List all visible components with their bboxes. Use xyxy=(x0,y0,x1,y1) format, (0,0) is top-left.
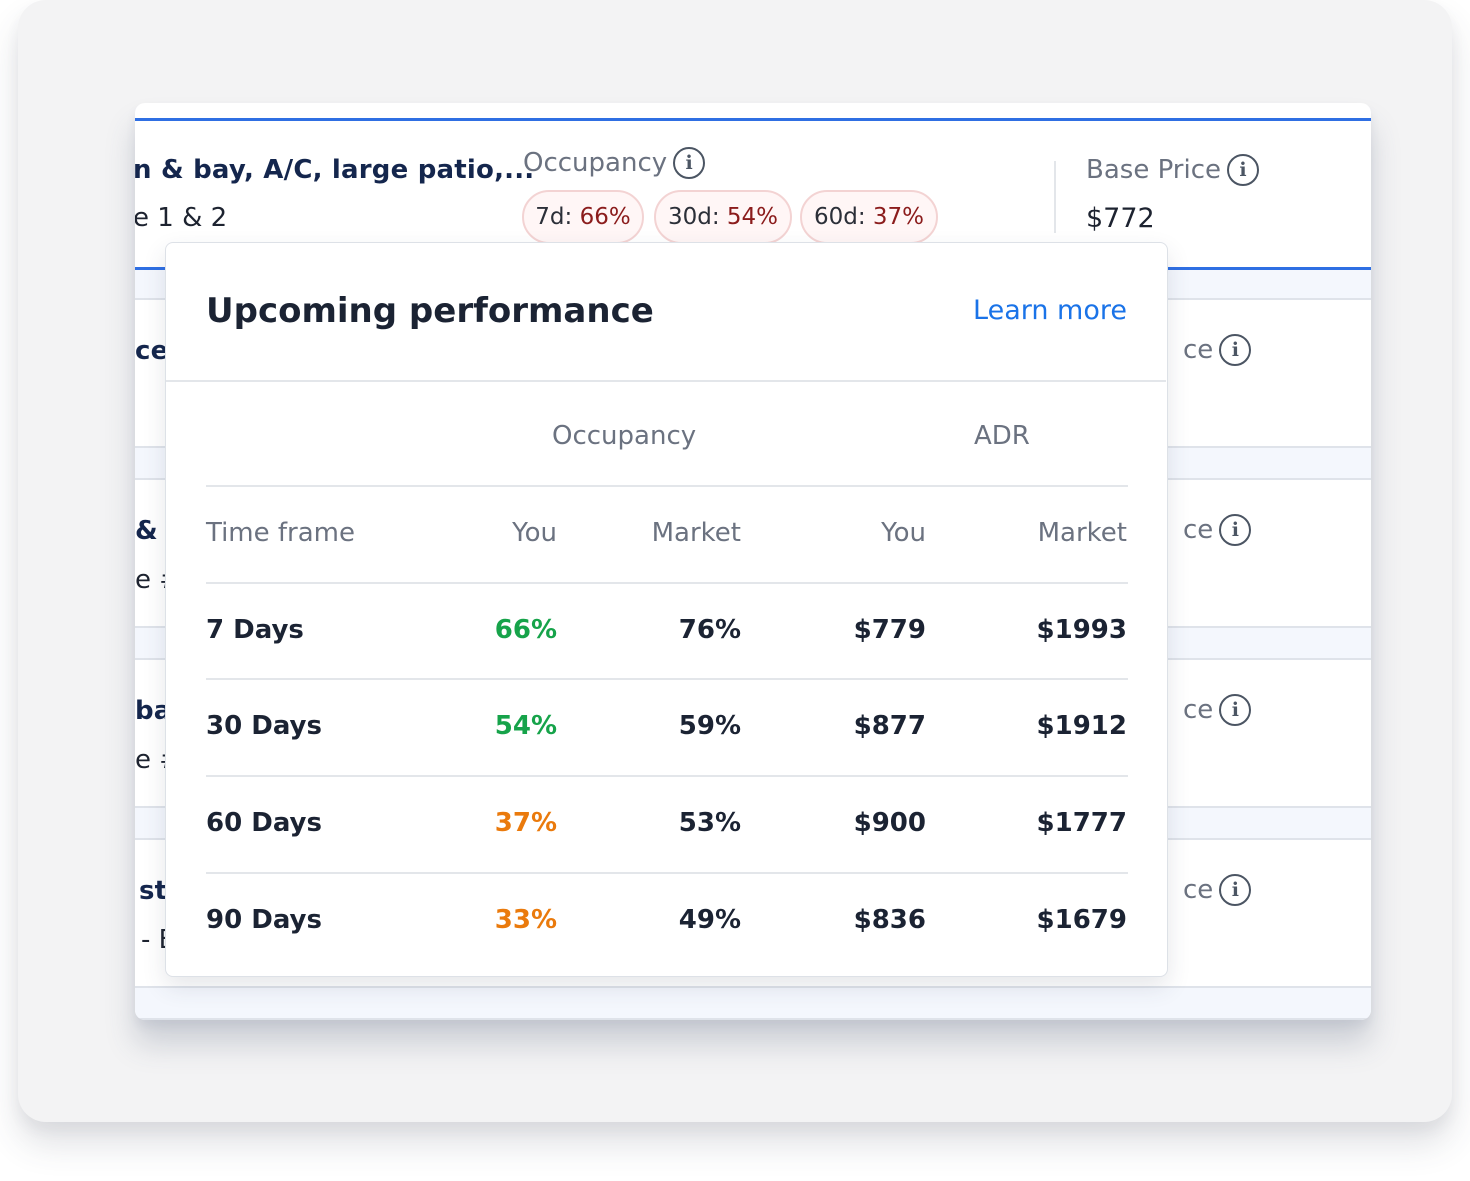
listing-subtitle: e 1 & 2 xyxy=(135,203,228,233)
column-header-occupancy-market: Market xyxy=(651,518,741,548)
adr-market-cell: $1912 xyxy=(1036,711,1127,741)
occupancy-label-text: Occupancy xyxy=(523,148,668,178)
pill-label: 30d: xyxy=(667,204,720,230)
occupancy-label: Occupancy i xyxy=(523,147,706,179)
timeframe-cell: 90 Days xyxy=(206,905,322,935)
adr-market-cell: $1777 xyxy=(1036,808,1127,838)
base-price-label-text: ce xyxy=(1183,695,1214,725)
column-header-time-frame: Time frame xyxy=(206,518,355,548)
occupancy-group-header: Occupancy xyxy=(552,421,697,451)
pill-label: 7d: xyxy=(535,204,573,230)
adr-you-cell: $779 xyxy=(853,615,926,645)
adr-market-cell: $1993 xyxy=(1036,615,1127,645)
pill-label: 60d: xyxy=(813,204,866,230)
timeframe-cell: 60 Days xyxy=(206,808,322,838)
pill-value: 37% xyxy=(872,204,925,230)
row-divider xyxy=(135,986,1371,988)
occupancy-you-cell: 66% xyxy=(494,615,557,645)
occupancy-pill-60d: 60d: 37% xyxy=(800,190,938,244)
table-divider xyxy=(206,485,1128,487)
occupancy-pill-30d: 30d: 54% xyxy=(654,190,792,244)
selected-row-top-border xyxy=(135,118,1371,121)
base-price-label: ce i xyxy=(1183,694,1252,726)
info-icon[interactable]: i xyxy=(1219,874,1252,906)
timeframe-cell: 7 Days xyxy=(206,615,304,645)
base-price-label-text: ce xyxy=(1183,515,1214,545)
occupancy-market-cell: 49% xyxy=(678,905,741,935)
timeframe-cell: 30 Days xyxy=(206,711,322,741)
info-icon[interactable]: i xyxy=(1227,154,1260,186)
popover-title: Upcoming performance xyxy=(206,291,654,331)
popover-header-divider xyxy=(166,380,1166,382)
adr-you-cell: $877 xyxy=(853,711,926,741)
adr-market-cell: $1679 xyxy=(1036,905,1127,935)
table-divider xyxy=(206,678,1128,680)
column-header-occupancy-you: You xyxy=(512,518,557,548)
row-gap xyxy=(135,988,1371,1018)
base-price-label: Base Price i xyxy=(1086,154,1260,186)
occupancy-pill-7d: 7d: 66% xyxy=(522,190,644,244)
occupancy-market-cell: 59% xyxy=(678,711,741,741)
base-price-label: ce i xyxy=(1183,334,1252,366)
info-icon[interactable]: i xyxy=(1219,514,1252,546)
column-divider xyxy=(1054,161,1056,233)
occupancy-you-cell: 54% xyxy=(494,711,557,741)
base-price-label: ce i xyxy=(1183,514,1252,546)
pill-value: 66% xyxy=(579,204,631,230)
base-price-label-text: ce xyxy=(1183,335,1214,365)
learn-more-link[interactable]: Learn more xyxy=(973,295,1127,326)
adr-you-cell: $900 xyxy=(853,808,926,838)
occupancy-you-cell: 33% xyxy=(494,905,557,935)
base-price-label-text: ce xyxy=(1183,875,1214,905)
info-icon[interactable]: i xyxy=(1219,334,1252,366)
occupancy-you-cell: 37% xyxy=(494,808,557,838)
column-header-adr-market: Market xyxy=(1037,518,1127,548)
base-price-label: ce i xyxy=(1183,874,1252,906)
table-divider xyxy=(206,872,1128,874)
base-price-value: $772 xyxy=(1086,203,1155,234)
adr-you-cell: $836 xyxy=(853,905,926,935)
info-icon[interactable]: i xyxy=(673,147,706,179)
listing-title[interactable]: n & bay, A/C, large patio,... xyxy=(135,155,535,185)
upcoming-performance-popover: Upcoming performance Learn more Occupanc… xyxy=(165,242,1168,977)
table-divider xyxy=(206,582,1128,584)
table-divider xyxy=(206,775,1128,777)
adr-group-header: ADR xyxy=(974,421,1030,451)
row-divider xyxy=(135,1018,1371,1020)
pill-value: 54% xyxy=(726,204,779,230)
occupancy-market-cell: 76% xyxy=(678,615,741,645)
info-icon[interactable]: i xyxy=(1219,694,1252,726)
occupancy-market-cell: 53% xyxy=(678,808,741,838)
column-header-adr-you: You xyxy=(881,518,926,548)
base-price-label-text: Base Price xyxy=(1086,155,1222,185)
